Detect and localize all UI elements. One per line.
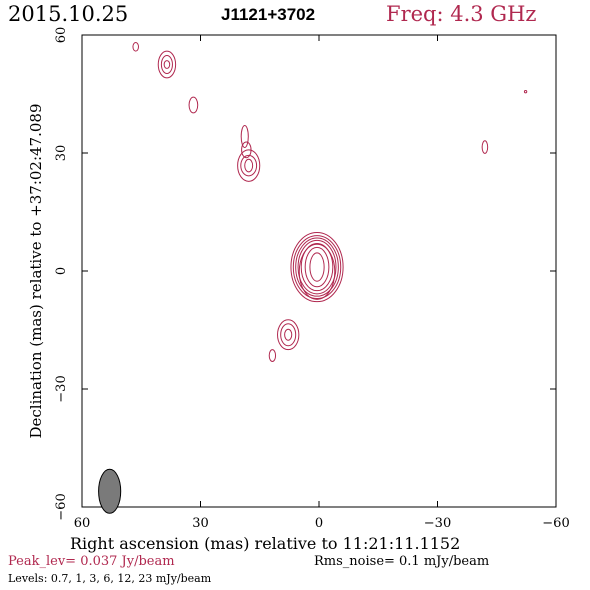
contour-ring (160, 54, 173, 75)
x-tick-label: 30 (192, 516, 209, 531)
x-axis-label: Right ascension (mas) relative to 11:21:… (70, 534, 461, 553)
contour-ring (157, 50, 177, 79)
contour-group-jet-ne-ext (240, 124, 249, 148)
contour-group-east-speck (523, 89, 528, 94)
y-tick-label: 0 (54, 267, 69, 275)
contour-set (132, 41, 528, 362)
y-tick-label: −60 (54, 493, 69, 520)
y-tick-label: 30 (54, 145, 69, 162)
contour-group-jet-sw (277, 319, 300, 351)
contour-ring (132, 41, 139, 52)
contour-ring (280, 323, 297, 347)
contour-ring (292, 235, 342, 300)
contour-ring (277, 319, 300, 351)
contour-ring (309, 252, 325, 282)
contour-ring (188, 96, 199, 114)
contour-group-knot-ne2 (157, 50, 177, 79)
contour-ring (523, 89, 528, 94)
contour-ring (295, 237, 339, 297)
axis-ticks (81, 34, 557, 508)
beam-shape (98, 468, 122, 514)
x-tick-label: −60 (542, 516, 569, 531)
x-tick-label: 0 (315, 516, 323, 531)
y-axis-label: Declination (mas) relative to +37:02:47.… (27, 103, 45, 438)
contour-levels: Levels: 0.7, 1, 3, 6, 12, 23 mJy/beam (8, 572, 212, 585)
contour-ring (284, 328, 293, 341)
contour-ring (237, 149, 261, 182)
y-tick-label: 60 (54, 27, 69, 44)
contour-ring (163, 60, 171, 69)
y-tick-label: −30 (54, 375, 69, 402)
contour-ring (241, 141, 252, 159)
contour-ring (298, 243, 336, 300)
contour-ring (268, 349, 277, 362)
contour-ring (304, 246, 330, 288)
contour-group-jet-sw-faint (268, 349, 277, 362)
plot-frame (81, 34, 557, 508)
observation-date: 2015.10.25 (8, 2, 129, 26)
contour-ring (244, 158, 254, 173)
contour-ring (290, 231, 344, 303)
contour-ring (240, 124, 249, 148)
x-tick-label: −30 (424, 516, 451, 531)
x-tick-label: 60 (74, 516, 91, 531)
contour-ring (240, 154, 258, 177)
contour-group-east-blob (481, 140, 489, 154)
peak-level: Peak_lev= 0.037 Jy/beam (8, 554, 175, 569)
tick-labels: 60 30 0 −30 −60 −60 −30 0 30 60 (54, 27, 570, 531)
contour-ring (300, 242, 334, 292)
contour-ring (297, 239, 337, 295)
source-name: J1121+3702 (221, 5, 316, 24)
rms-noise: Rms_noise= 0.1 mJy/beam (314, 554, 490, 569)
contour-group-jet-ne (237, 149, 261, 182)
contour-group-knot-ne3 (132, 41, 139, 52)
contour-group-knot-ne1 (188, 96, 199, 114)
frequency-label: Freq: 4.3 GHz (386, 2, 537, 26)
beam-ellipse (98, 468, 122, 514)
contour-group-core (290, 231, 344, 303)
contour-group-jet-ne-ext2 (241, 141, 252, 159)
contour-ring (481, 140, 489, 154)
